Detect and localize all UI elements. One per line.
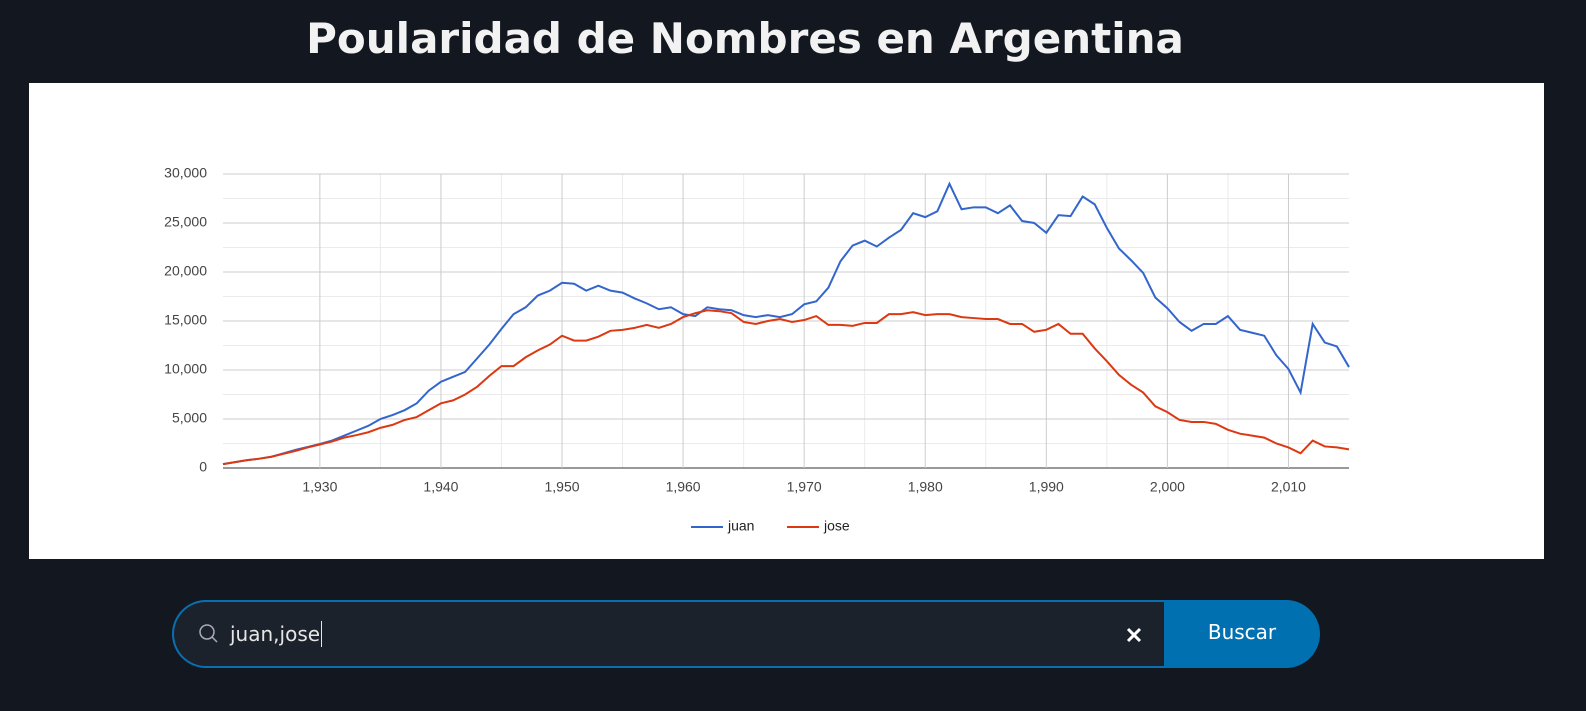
x-tick-label: 2,010 xyxy=(1271,479,1306,495)
line-series xyxy=(222,309,1350,466)
x-tick-label: 1,990 xyxy=(1029,479,1064,495)
line-series xyxy=(222,181,1350,466)
y-tick-label: 20,000 xyxy=(164,263,207,279)
y-tick-label: 0 xyxy=(199,459,207,475)
search-input[interactable]: juan,jose xyxy=(172,600,1164,668)
clear-button[interactable] xyxy=(1124,625,1144,645)
x-tick-label: 1,980 xyxy=(908,479,943,495)
search-button[interactable]: Buscar xyxy=(1164,600,1320,668)
x-tick-label: 1,930 xyxy=(302,479,337,495)
legend-label: jose xyxy=(823,518,850,534)
search-icon xyxy=(199,624,218,643)
x-tick-label: 1,960 xyxy=(666,479,701,495)
legend-label: juan xyxy=(727,518,754,534)
y-tick-label: 15,000 xyxy=(164,312,207,328)
x-tick-label: 2,000 xyxy=(1150,479,1185,495)
x-tick-label: 1,970 xyxy=(787,479,822,495)
x-tick-label: 1,940 xyxy=(423,479,458,495)
y-tick-label: 30,000 xyxy=(164,165,207,181)
y-tick-label: 5,000 xyxy=(172,410,207,426)
y-tick-label: 25,000 xyxy=(164,214,207,230)
x-tick-label: 1,950 xyxy=(544,479,579,495)
chart: 0 5,000 10,000 15,000 20,000 25,000 30,000 1,93… xyxy=(164,165,1350,534)
search-query: juan,jose xyxy=(230,621,323,647)
y-tick-label: 10,000 xyxy=(164,361,207,377)
page-title: Poularidad de Nombres en Argentina xyxy=(306,14,1184,63)
chart-panel: 0 5,000 10,000 15,000 20,000 25,000 30,000 1,93… xyxy=(29,83,1544,559)
